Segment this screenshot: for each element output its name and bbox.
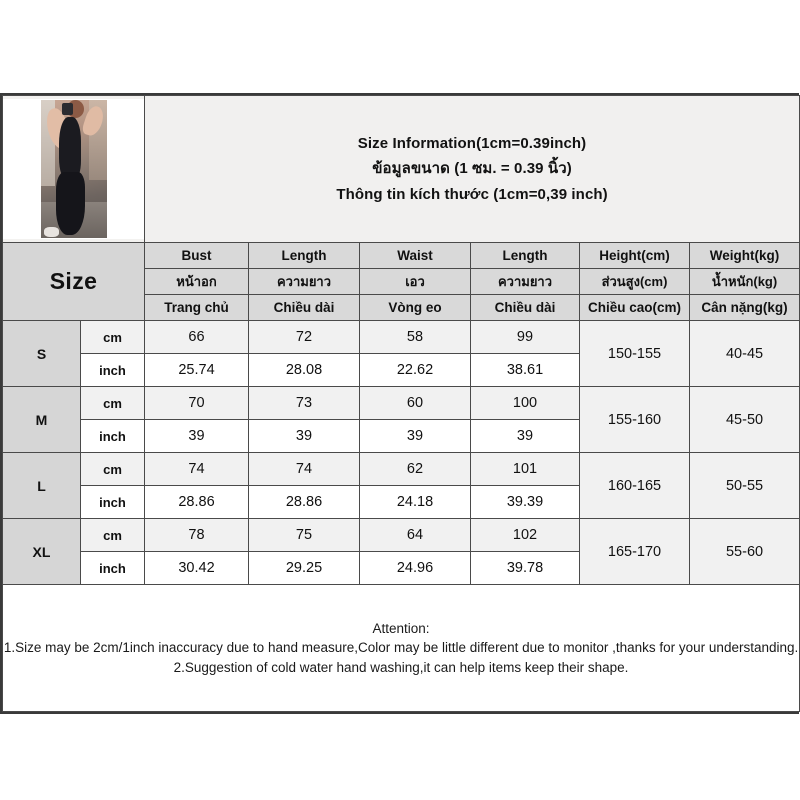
cell-s-inch-bust: 25.74	[144, 353, 249, 387]
unit-cm-xl: cm	[80, 518, 145, 552]
table-row: inch 25.74 28.08 22.62 38.61	[3, 353, 800, 387]
product-photo	[3, 99, 144, 239]
cell-m-inch-length1: 39	[248, 419, 360, 453]
cell-m-weight: 45-50	[688, 386, 800, 453]
cell-m-inch-length2: 39	[470, 419, 580, 453]
product-photo-art	[40, 100, 107, 238]
col-header-bust-th: หน้าอก	[144, 268, 249, 295]
col-header-length2-en: Length	[470, 242, 580, 269]
cell-xl-inch-bust: 30.42	[144, 551, 249, 585]
cell-s-cm-length2: 99	[470, 320, 580, 354]
size-label-xl: XL	[2, 518, 81, 585]
attention-row: Attention: 1.Size may be 2cm/1inch inacc…	[1, 584, 800, 712]
col-header-length2-vi: Chiều dài	[470, 294, 580, 321]
unit-cm-m: cm	[80, 386, 145, 420]
col-header-length2-th: ความยาว	[470, 268, 580, 295]
cell-s-inch-length2: 38.61	[470, 353, 580, 387]
col-header-length1-th: ความยาว	[248, 268, 360, 295]
cell-xl-weight: 55-60	[688, 518, 800, 585]
cell-m-inch-bust: 39	[144, 419, 249, 453]
cell-s-cm-waist: 58	[359, 320, 471, 354]
cell-m-cm-length1: 73	[248, 386, 360, 420]
size-label-l: L	[2, 452, 81, 519]
size-label-s: S	[2, 320, 81, 387]
banner-row: Size Information(1cm=0.39inch) ข้อมูลขนา…	[2, 95, 800, 243]
cell-l-cm-bust: 74	[144, 452, 249, 486]
banner-line-vi: Thông tin kích thước (1cm=0,39 inch)	[336, 185, 608, 203]
attention-title: Attention:	[372, 620, 430, 636]
cell-xl-cm-waist: 64	[359, 518, 471, 552]
unit-inch-l: inch	[80, 485, 145, 519]
cell-xl-cm-length2: 102	[470, 518, 580, 552]
cell-s-inch-length1: 28.08	[248, 353, 360, 387]
col-header-height-en: Height(cm)	[579, 242, 690, 269]
cell-s-cm-bust: 66	[144, 320, 249, 354]
cell-m-cm-bust: 70	[144, 386, 249, 420]
cell-l-cm-waist: 62	[359, 452, 471, 486]
col-header-length1-en: Length	[248, 242, 360, 269]
attention-item-2: 2.Suggestion of cold water hand washing,…	[173, 659, 629, 675]
cell-s-cm-length1: 72	[248, 320, 360, 354]
unit-cm-l: cm	[80, 452, 145, 486]
cell-s-height: 150-155	[579, 320, 690, 387]
product-photo-cell	[2, 95, 145, 243]
col-header-waist-th: เอว	[359, 268, 471, 295]
cell-l-inch-bust: 28.86	[144, 485, 249, 519]
header-row-english: Size Bust Length Waist Length Height(cm)…	[2, 242, 800, 321]
banner-line-th: ข้อมูลขนาด (1 ซม. = 0.39 นิ้ว)	[372, 160, 572, 178]
attention-item-1: 1.Size may be 2cm/1inch inaccuracy due t…	[3, 640, 799, 656]
cell-m-cm-waist: 60	[359, 386, 471, 420]
cell-xl-inch-waist: 24.96	[359, 551, 471, 585]
unit-inch-s: inch	[80, 353, 145, 387]
cell-xl-cm-length1: 75	[248, 518, 360, 552]
cell-l-cm-length2: 101	[470, 452, 580, 486]
header-row-thai: หน้าอก ความยาว เอว ความยาว ส่วนสูง(cm) น…	[3, 268, 800, 295]
col-header-waist-vi: Vòng eo	[359, 294, 471, 321]
cell-xl-inch-length1: 29.25	[248, 551, 360, 585]
size-label-m: M	[2, 386, 81, 453]
table-row: inch 30.42 29.25 24.96 39.78	[3, 551, 800, 585]
header-row-vietnamese: Trang chủ Chiều dài Vòng eo Chiều dài Ch…	[3, 294, 800, 321]
cell-l-inch-length2: 39.39	[470, 485, 580, 519]
col-header-weight-vi: Cân nặng(kg)	[688, 294, 800, 321]
table-row: XL cm 78 75 64 102 165-170 55-60	[2, 518, 800, 585]
cell-xl-height: 165-170	[579, 518, 690, 585]
unit-inch-m: inch	[80, 419, 145, 453]
size-chart-table-container: Size Information(1cm=0.39inch) ข้อมูลขนา…	[0, 93, 800, 714]
cell-l-height: 160-165	[579, 452, 690, 519]
cell-l-inch-length1: 28.86	[248, 485, 360, 519]
cell-m-inch-waist: 39	[359, 419, 471, 453]
cell-s-weight: 40-45	[688, 320, 800, 387]
col-header-waist-en: Waist	[359, 242, 471, 269]
col-header-length1-vi: Chiều dài	[248, 294, 360, 321]
cell-m-height: 155-160	[579, 386, 690, 453]
table-row: inch 28.86 28.86 24.18 39.39	[3, 485, 800, 519]
unit-cm-s: cm	[80, 320, 145, 354]
col-header-bust-en: Bust	[144, 242, 249, 269]
cell-xl-cm-bust: 78	[144, 518, 249, 552]
cell-xl-inch-length2: 39.78	[470, 551, 580, 585]
table-row: inch 39 39 39 39	[3, 419, 800, 453]
table-row: L cm 74 74 62 101 160-165 50-55	[2, 452, 800, 519]
cell-l-inch-waist: 24.18	[359, 485, 471, 519]
size-chart-table: Size Information(1cm=0.39inch) ข้อมูลขนา…	[1, 95, 800, 712]
cell-l-cm-length1: 74	[248, 452, 360, 486]
col-header-height-th: ส่วนสูง(cm)	[579, 268, 690, 295]
col-header-bust-vi: Trang chủ	[144, 294, 249, 321]
banner-line-en: Size Information(1cm=0.39inch)	[357, 135, 587, 153]
size-header-cell: Size	[2, 242, 145, 321]
size-information-banner: Size Information(1cm=0.39inch) ข้อมูลขนา…	[143, 95, 800, 243]
unit-inch-xl: inch	[80, 551, 145, 585]
col-header-weight-th: น้ำหนัก(kg)	[688, 268, 800, 295]
table-row: M cm 70 73 60 100 155-160 45-50	[2, 386, 800, 453]
cell-s-inch-waist: 22.62	[359, 353, 471, 387]
cell-m-cm-length2: 100	[470, 386, 580, 420]
col-header-weight-en: Weight(kg)	[688, 242, 800, 269]
table-row: S cm 66 72 58 99 150-155 40-45	[2, 320, 800, 387]
col-header-height-vi: Chiều cao(cm)	[579, 294, 690, 321]
cell-l-weight: 50-55	[688, 452, 800, 519]
attention-cell: Attention: 1.Size may be 2cm/1inch inacc…	[1, 584, 800, 712]
